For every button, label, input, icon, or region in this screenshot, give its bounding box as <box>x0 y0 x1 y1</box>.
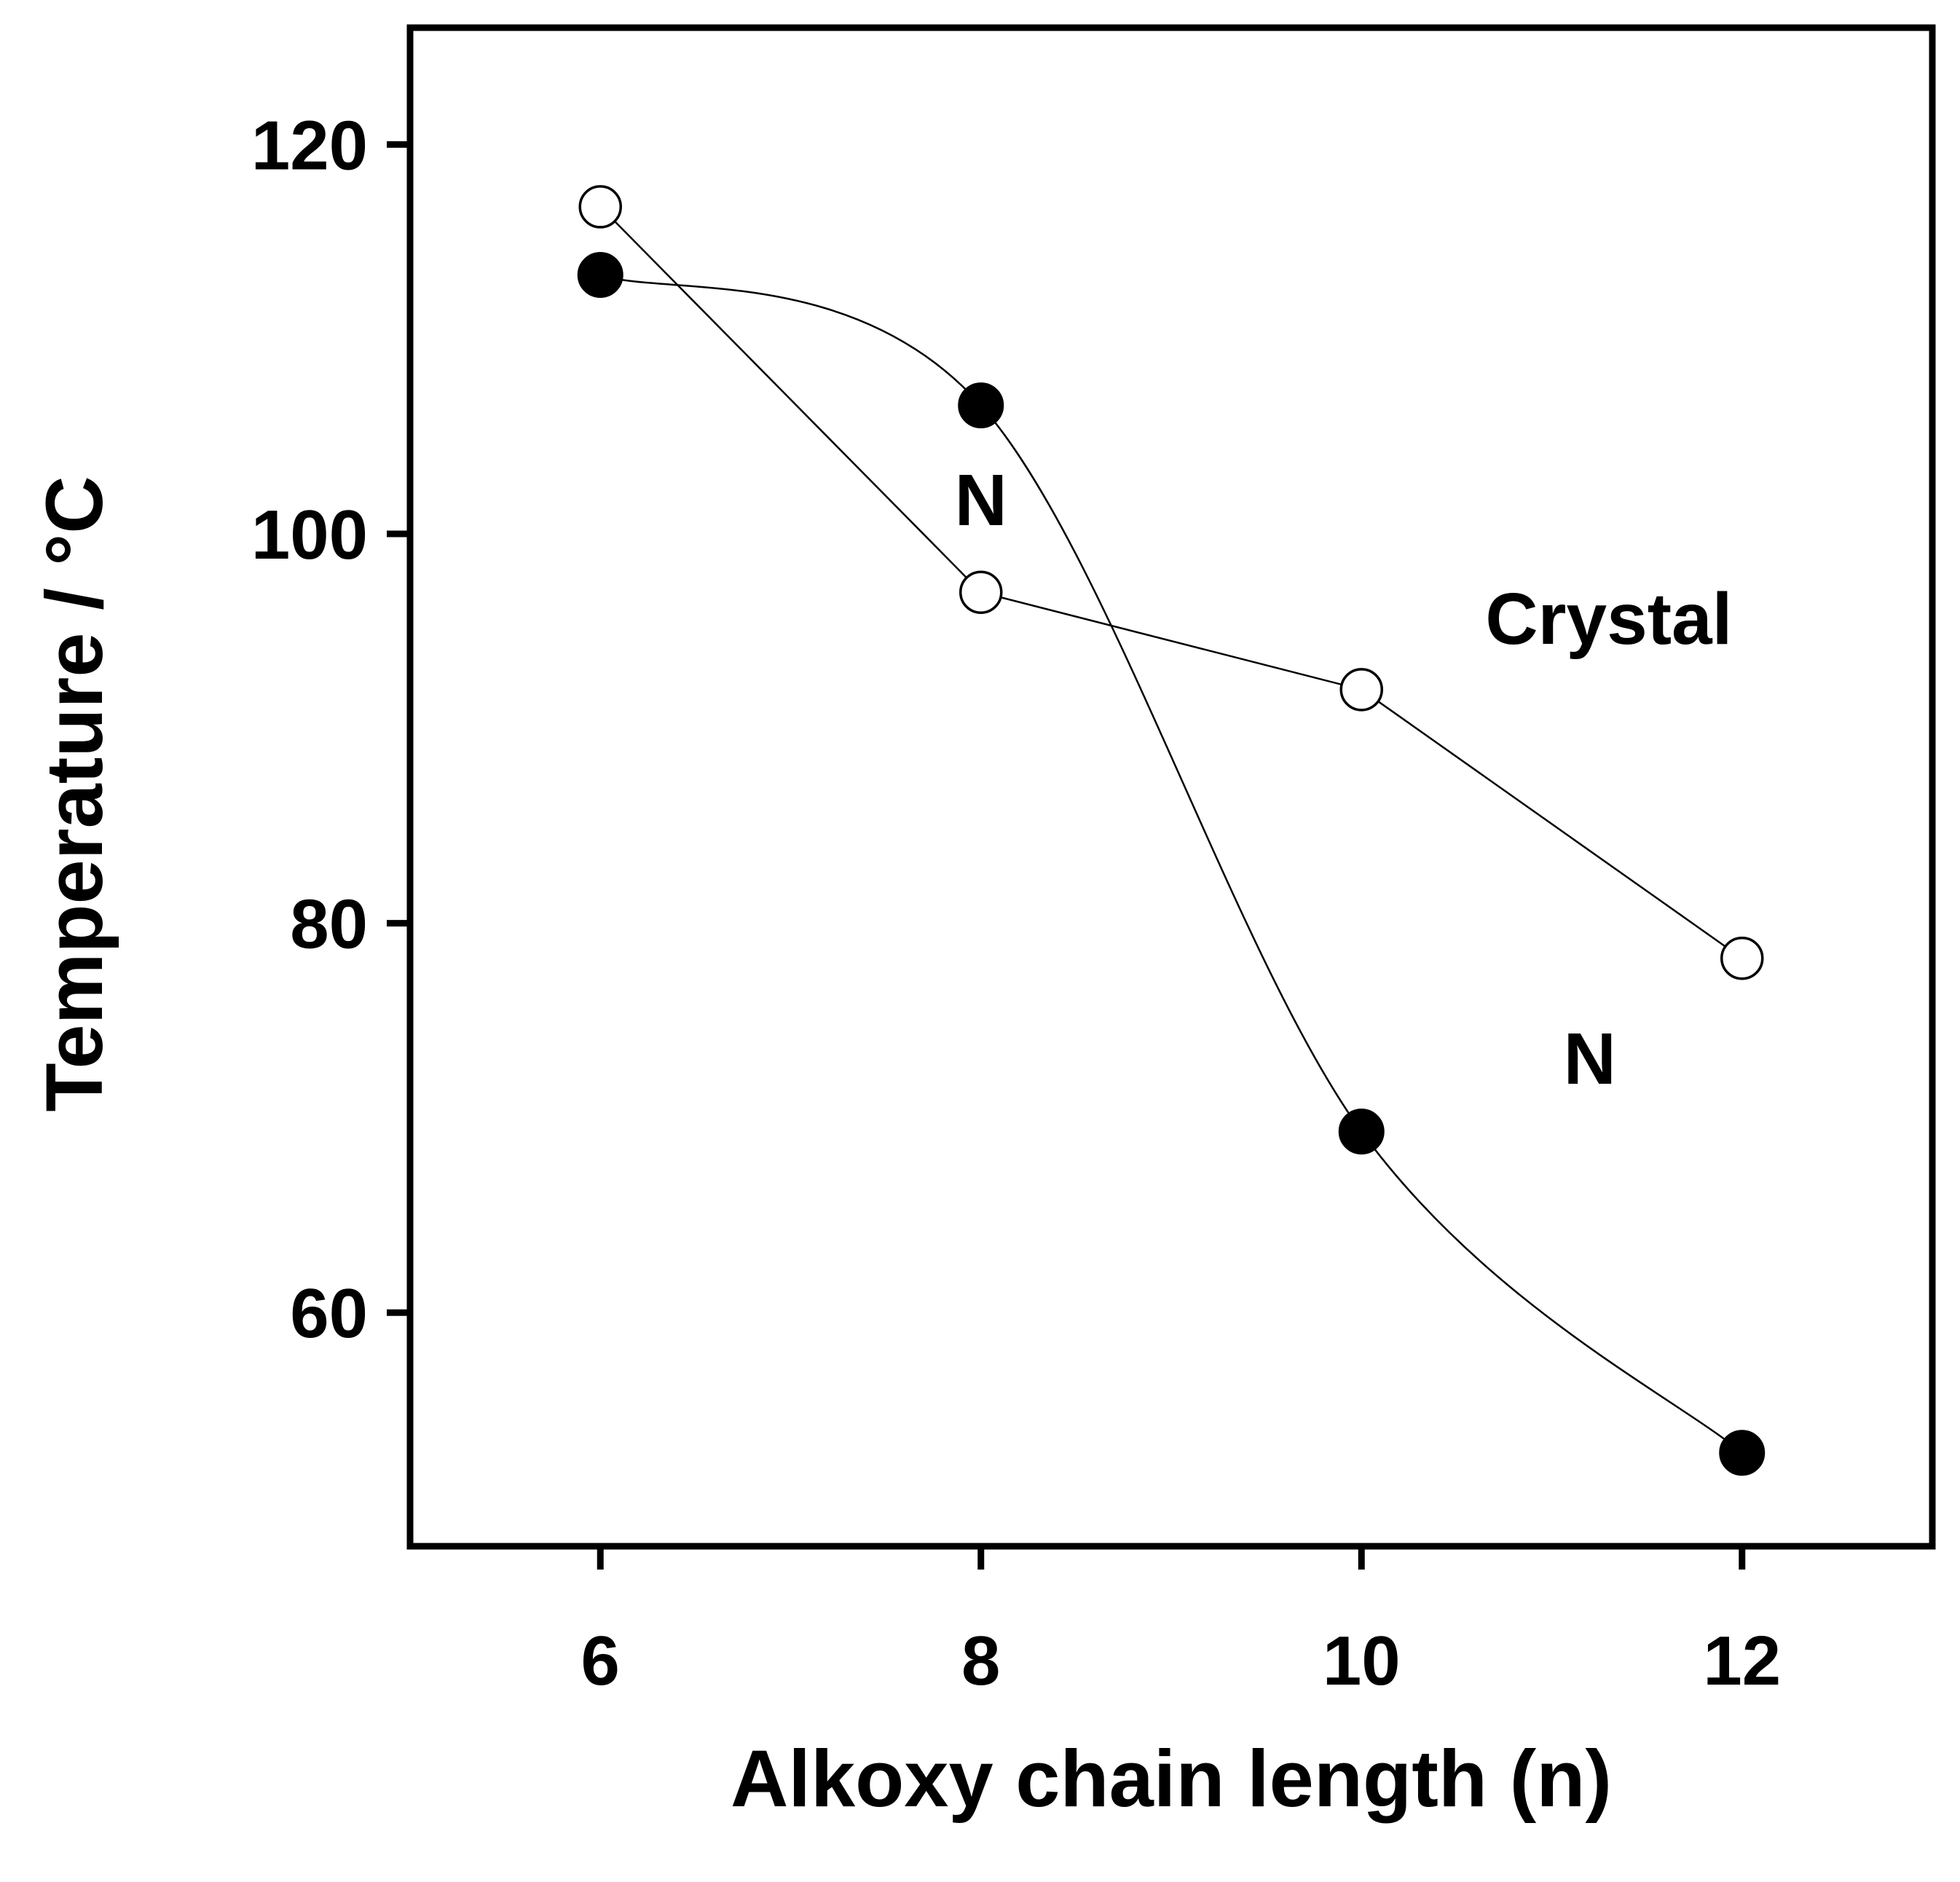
open-point-n6 <box>578 185 622 229</box>
lines-layer <box>599 206 1743 1454</box>
ticks-layer: 6 8 10 12 60 80 100 120 <box>251 106 1781 1700</box>
open-point-n10 <box>1339 668 1383 712</box>
y-axis-title: Temperature / °C <box>30 476 119 1111</box>
series-line-1 <box>599 274 1743 1454</box>
filled-point-n6 <box>577 251 623 298</box>
filled-point-n8 <box>958 382 1004 429</box>
x-tick-label-12: 12 <box>1703 1622 1781 1700</box>
annotation-n-2: N <box>1564 1018 1616 1100</box>
x-axis-title: Alkoxy chain length (n) <box>731 1734 1612 1824</box>
annotations-layer: N Crystal N <box>955 460 1733 1100</box>
plot-frame <box>406 24 1936 1550</box>
markers-layer <box>577 185 1766 1476</box>
y-tick-label-120: 120 <box>251 106 368 184</box>
filled-point-n12 <box>1719 1430 1766 1476</box>
annotation-n-0: N <box>955 460 1007 541</box>
x-tick-label-10: 10 <box>1323 1622 1401 1700</box>
open-point-n12 <box>1720 936 1764 980</box>
filled-point-n10 <box>1338 1109 1385 1155</box>
annotation-crystal-1: Crystal <box>1485 578 1732 660</box>
series-line-0 <box>599 206 1743 959</box>
x-tick-label-8: 8 <box>961 1622 1000 1700</box>
y-tick-label-60: 60 <box>290 1275 368 1353</box>
y-tick-label-100: 100 <box>251 496 368 574</box>
open-point-n8 <box>959 570 1003 614</box>
y-tick-label-80: 80 <box>290 886 368 964</box>
x-tick-label-6: 6 <box>581 1622 620 1700</box>
